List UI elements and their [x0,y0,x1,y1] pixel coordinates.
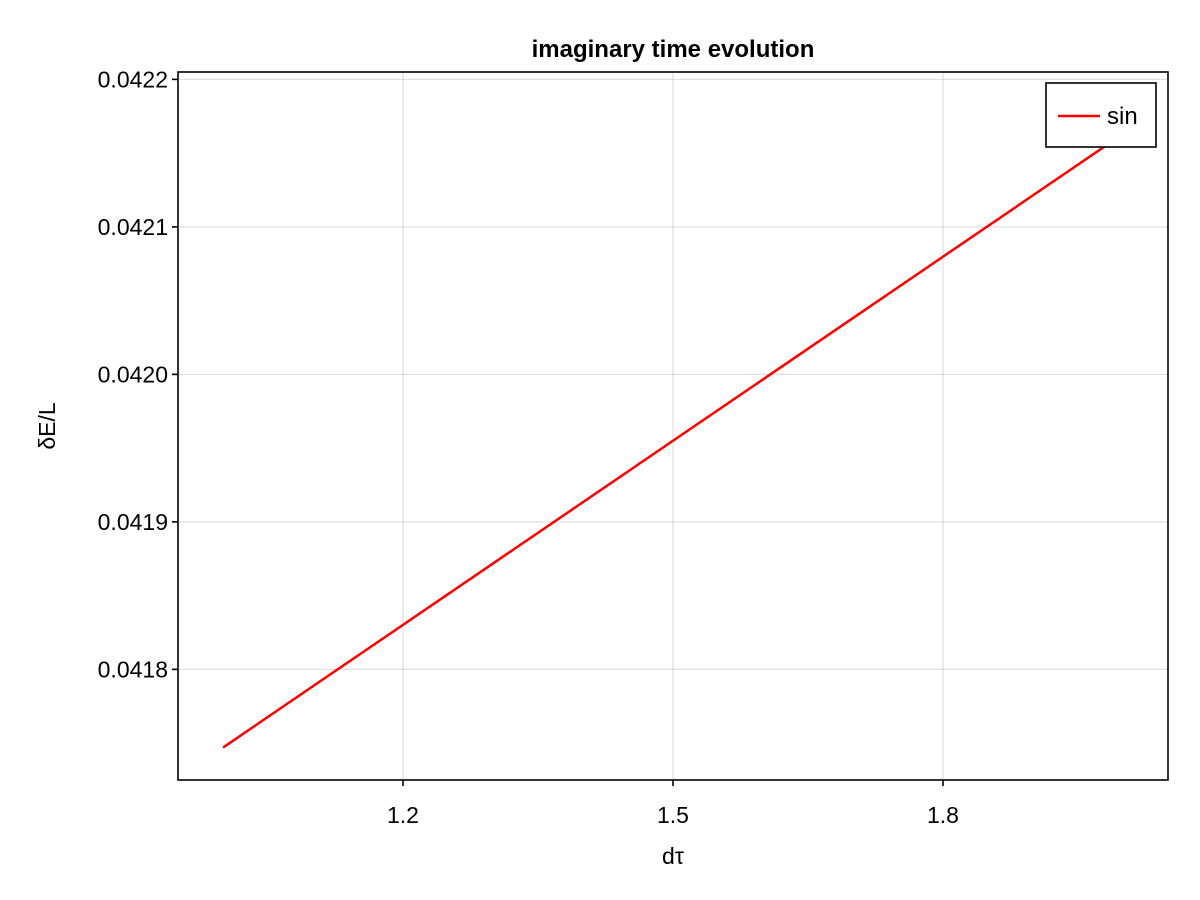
y-tick-label: 0.0418 [98,656,168,682]
y-tick-label: 0.0422 [98,66,168,92]
x-tick-label: 1.5 [657,802,689,828]
legend: sin [1045,82,1157,148]
x-tick-label: 1.2 [387,802,419,828]
x-tick-label: 1.8 [927,802,959,828]
y-tick-label: 0.0419 [98,509,168,535]
y-tick-label: 0.0421 [98,214,168,240]
x-axis-label: dτ [662,843,684,869]
chart-title: imaginary time evolution [532,36,815,63]
series-layer [222,132,1124,749]
x-axis: 1.2 1.5 1.8 [387,780,959,828]
y-axis: 0.0418 0.0419 0.0420 0.0421 0.0422 [98,66,178,682]
grid [178,72,1168,780]
legend-label-sin: sin [1107,103,1138,130]
y-axis-label: δE/L [34,402,60,450]
y-tick-label: 0.0420 [98,361,168,387]
series-line-sin [222,132,1124,749]
